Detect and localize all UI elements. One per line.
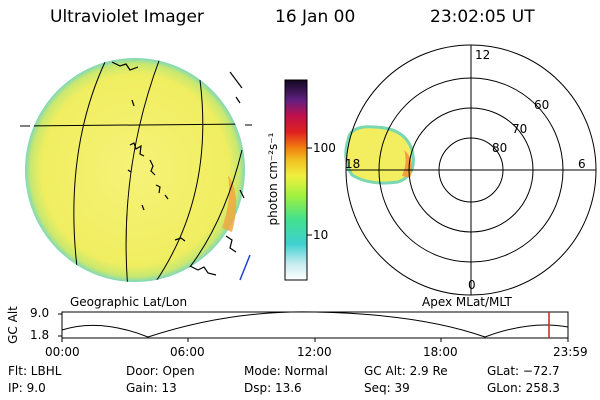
timeline-ylabel: GC Alt [5,306,20,344]
mlat-label-80: 80 [492,141,508,155]
gc-alt-info: GC Alt: 2.9 Re [364,364,448,378]
mlt-label-12: 12 [475,48,491,62]
mode-info: Mode: Normal [244,364,328,378]
glon-info: GLon: 258.3 [487,381,560,395]
colorbar-tick-10: 10 [313,228,329,242]
colorbar-tick-100: 100 [313,141,336,155]
dayglow-patch [222,175,237,232]
timeline-xtick-0600: 06:00 [170,345,205,359]
timeline-ytick-top: 9.0 [30,306,50,320]
coastline-blue [239,254,251,281]
timeline-xtick-1800: 18:00 [423,345,458,359]
geo-caption: Geographic Lat/Lon [70,295,188,309]
glat-info: GLat: −72.7 [487,364,560,378]
meridian-line [149,79,204,282]
altitude-curve [61,311,569,338]
mlt-label-0: 0 [468,278,476,292]
dsp-info: Dsp: 13.6 [244,381,302,395]
colorbar [284,79,312,281]
colorbar-scale [284,79,308,281]
timeline-xtick-1200: 12:00 [297,345,332,359]
earth-disk [25,58,245,282]
timeline-xtick-2359: 23:59 [553,345,588,359]
door-info: Door: Open [126,364,195,378]
seq-info: Seq: 39 [364,381,410,395]
coastline [111,61,245,276]
instrument-title: Ultraviolet Imager [50,7,204,27]
latitude-line [25,123,245,127]
colorbar-unit-label: photon cm⁻²s⁻¹ [266,132,280,226]
gain-info: Gain: 13 [126,381,177,395]
mlt-label-18: 18 [345,157,361,171]
date-label: 16 Jan 00 [275,7,356,27]
polar-caption: Apex MLat/MLT [422,295,512,309]
ip-info: IP: 9.0 [8,381,46,395]
polar-plot [344,44,597,296]
timeline-ytick-bottom: 1.8 [30,328,50,342]
geographic-disk [20,58,252,282]
time-label: 23:02:05 UT [430,7,535,27]
mlt-label-6: 6 [578,157,586,171]
mlat-label-70: 70 [512,122,528,136]
mlat-label-60: 60 [534,98,550,112]
filter-info: Flt: LBHL [8,364,62,378]
timeline-plot [58,311,569,342]
timeline-xtick-0000: 00:00 [45,345,80,359]
meridian-line [73,61,106,282]
